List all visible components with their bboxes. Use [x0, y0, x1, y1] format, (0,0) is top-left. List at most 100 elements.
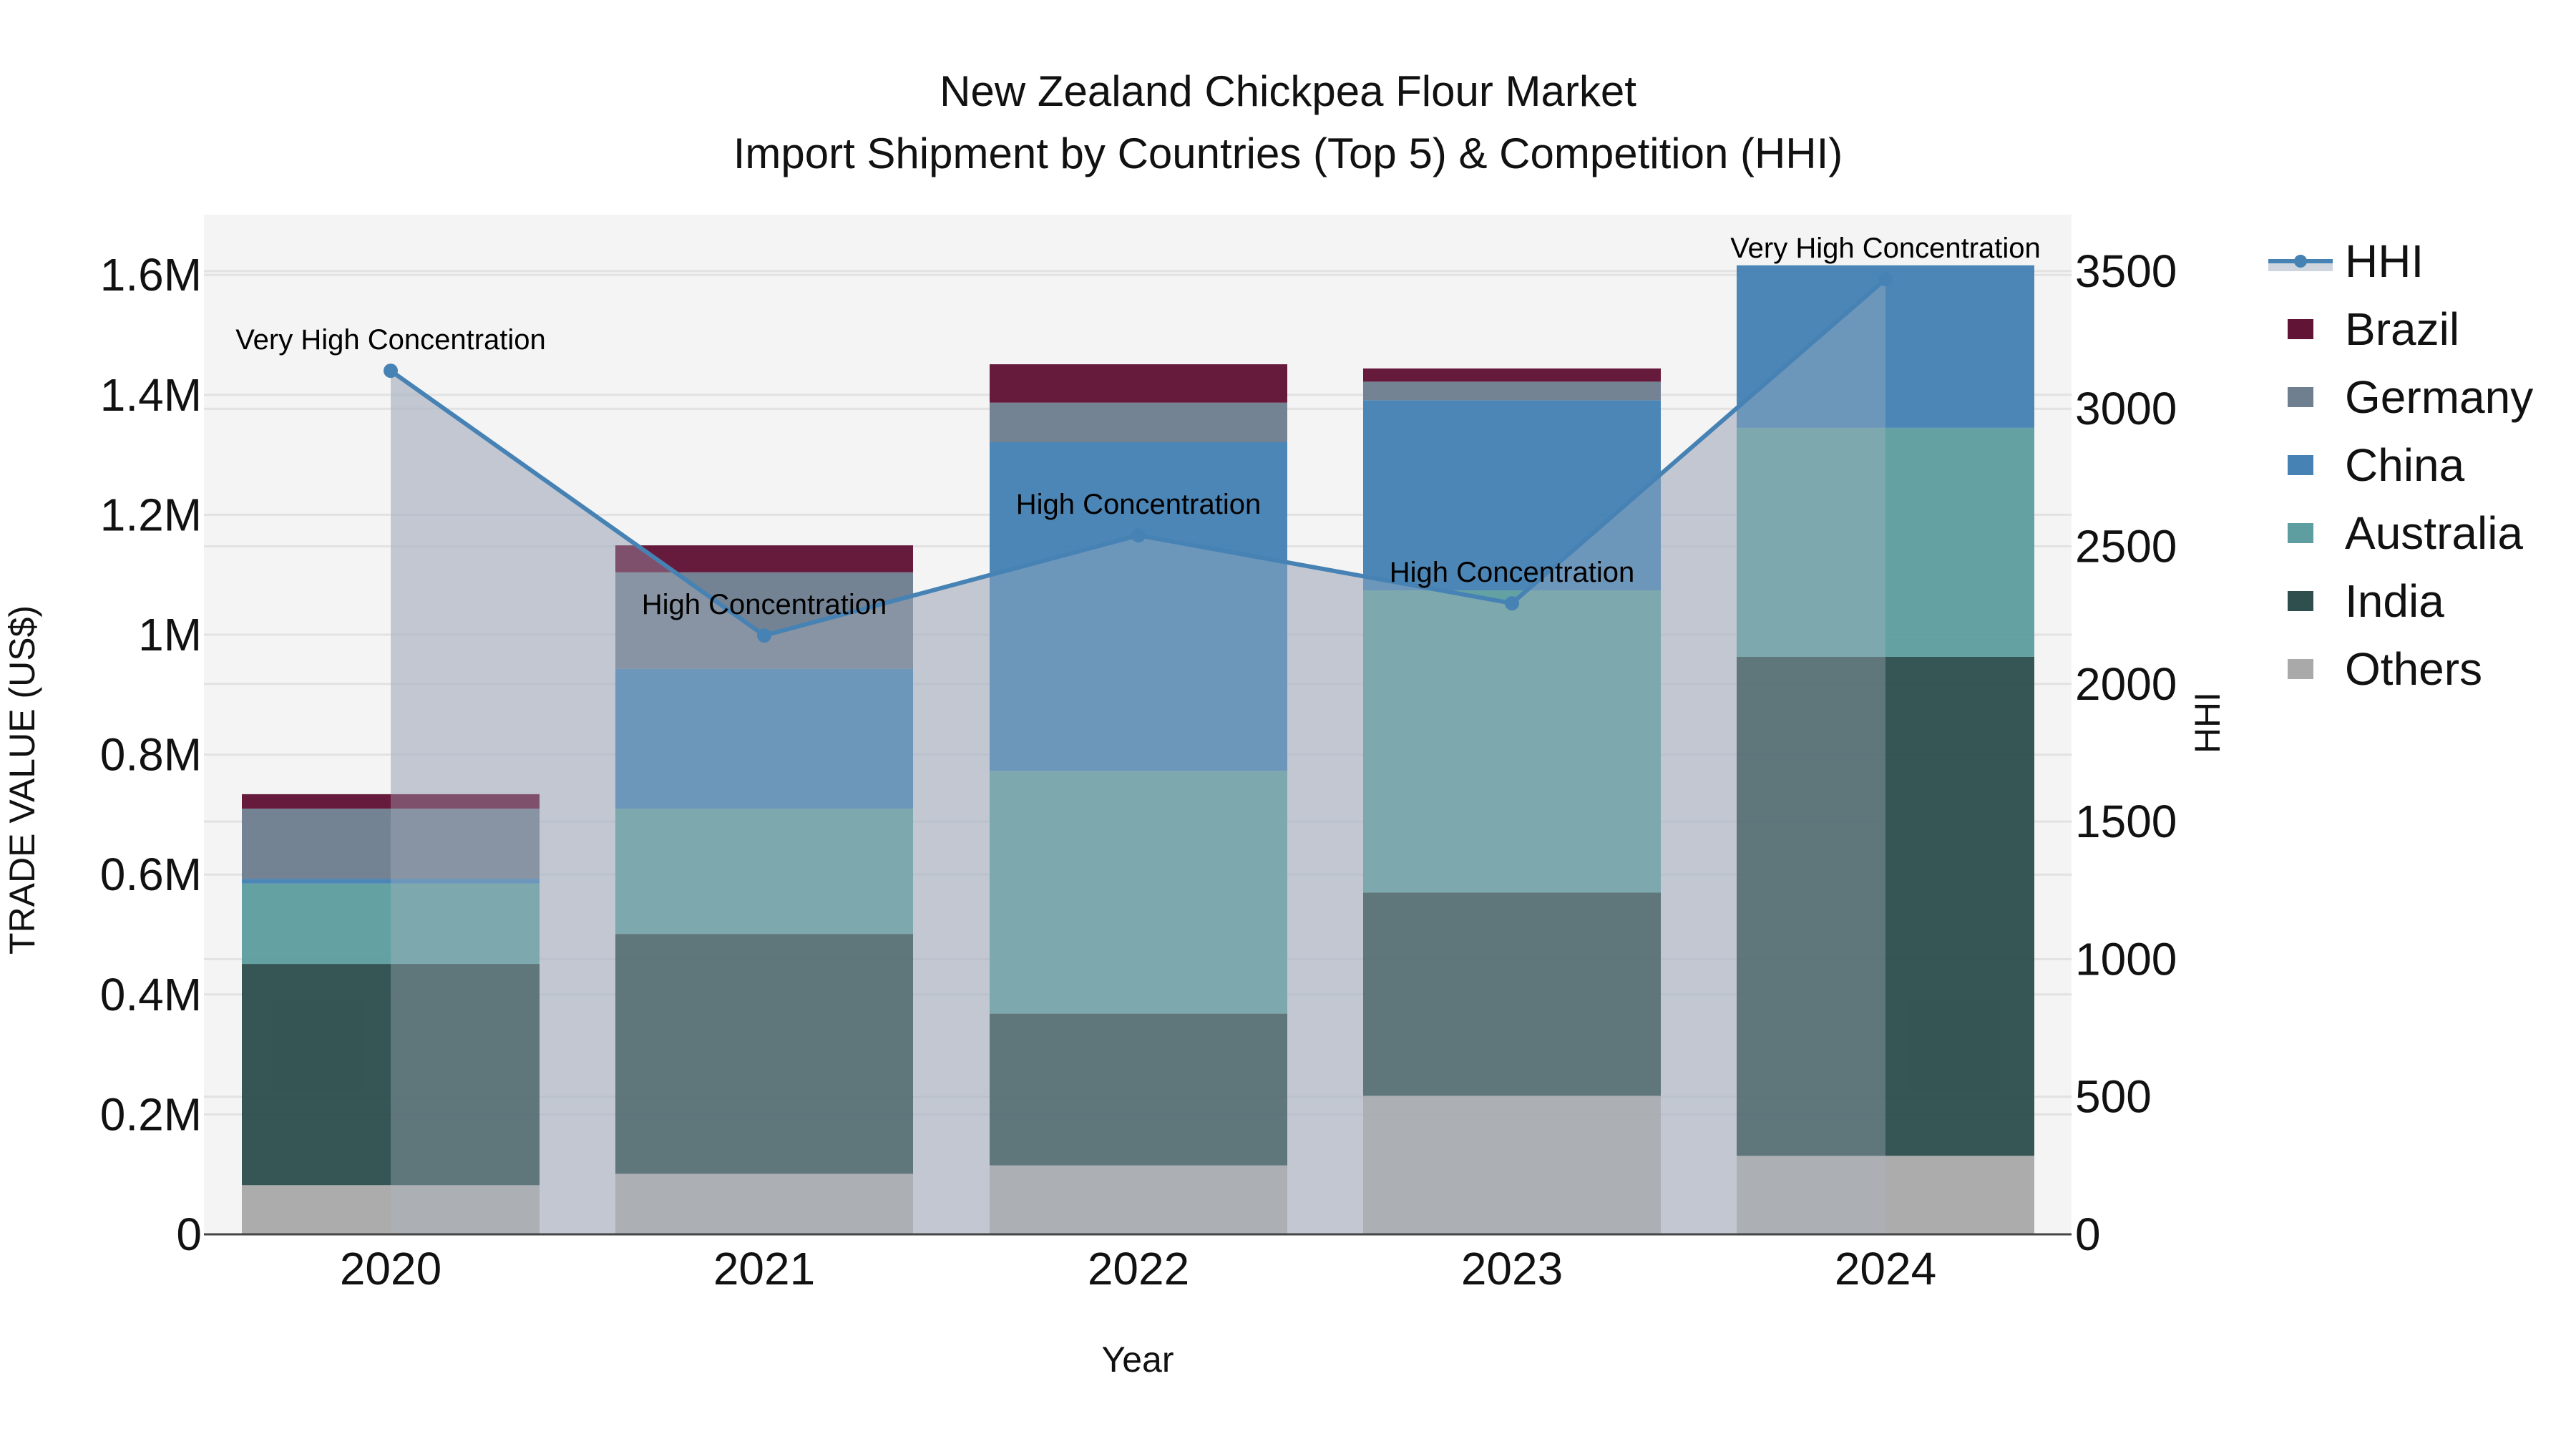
bar-segment-china[interactable] — [1363, 400, 1661, 590]
legend-item-china[interactable]: China — [2288, 439, 2465, 491]
bar-segment-others[interactable] — [1363, 1096, 1661, 1234]
bar-stack-2023 — [1363, 368, 1661, 1234]
legend-item-others[interactable]: Others — [2288, 643, 2482, 695]
bar-segment-china[interactable] — [615, 668, 913, 809]
y-right-tick-label: 2000 — [2075, 658, 2177, 710]
legend-item-australia[interactable]: Australia — [2288, 507, 2523, 559]
annotation-label: High Concentration — [1016, 489, 1261, 520]
bar-segment-germany[interactable] — [242, 809, 540, 879]
y-right-tick-label: 500 — [2075, 1071, 2152, 1123]
bar-segment-brazil[interactable] — [242, 794, 540, 809]
hhi-point[interactable] — [384, 364, 398, 379]
legend-swatch-icon — [2288, 387, 2313, 407]
bar-segment-india[interactable] — [1363, 892, 1661, 1096]
annotation-label: Very High Concentration — [235, 324, 546, 356]
y-left-tick-label: 0.6M — [100, 849, 202, 900]
bar-segment-others[interactable] — [615, 1174, 913, 1234]
legend-swatch-icon — [2288, 455, 2313, 475]
legend-item-india[interactable]: India — [2288, 575, 2444, 627]
hhi-area-overlay — [391, 279, 1885, 1234]
legend-swatch-icon — [2288, 659, 2313, 679]
y-left-tick-label: 0.8M — [100, 729, 202, 781]
chart-title-line1: New Zealand Chickpea Flour Market — [940, 67, 1636, 115]
bar-segment-australia[interactable] — [990, 771, 1287, 1014]
legend-label: Others — [2345, 643, 2482, 695]
legend-label: Brazil — [2345, 303, 2459, 355]
legend-label: Australia — [2345, 507, 2523, 559]
bar-segment-australia[interactable] — [1363, 590, 1661, 893]
chart-title-line2: Import Shipment by Countries (Top 5) & C… — [733, 130, 1843, 177]
x-tick-label: 2023 — [1461, 1243, 1563, 1294]
y-right-tick-label: 3000 — [2075, 383, 2177, 434]
legend-label: Germany — [2345, 371, 2533, 423]
bar-segment-china[interactable] — [1737, 265, 2034, 428]
legend-item-hhi[interactable]: HHI — [2268, 235, 2424, 287]
y-left-tick-label: 0.2M — [100, 1088, 202, 1140]
bar-segment-australia[interactable] — [242, 883, 540, 965]
legend-label: HHI — [2345, 235, 2424, 287]
bar-segment-germany[interactable] — [990, 402, 1287, 443]
legend-item-brazil[interactable]: Brazil — [2288, 303, 2459, 355]
bar-segment-india[interactable] — [615, 934, 913, 1174]
bar-segment-others[interactable] — [1737, 1156, 2034, 1234]
y-axis-right-ticks: 0 500 1000 1500 2000 2500 3000 3500 — [2075, 245, 2177, 1260]
bar-segment-brazil[interactable] — [1363, 368, 1661, 382]
bar-segment-australia[interactable] — [615, 809, 913, 935]
bar-stack-2024 — [1737, 265, 2034, 1234]
legend-swatch-icon — [2288, 591, 2313, 611]
legend-swatch-icon — [2288, 319, 2313, 339]
hhi-point[interactable] — [757, 628, 771, 643]
bar-segment-germany[interactable] — [615, 572, 913, 669]
bar-segment-others[interactable] — [242, 1185, 540, 1234]
hhi-point[interactable] — [1878, 272, 1893, 287]
bar-segment-china[interactable] — [242, 879, 540, 884]
bar-segment-brazil[interactable] — [990, 364, 1287, 403]
hhi-line — [384, 272, 1893, 643]
y-right-tick-label: 2500 — [2075, 521, 2177, 572]
hhi-point[interactable] — [1131, 528, 1146, 543]
x-tick-label: 2024 — [1835, 1243, 1936, 1294]
annotation-label: High Concentration — [1390, 557, 1634, 588]
annotations: Very High Concentration High Concentratio… — [235, 233, 2041, 620]
bar-segment-china[interactable] — [990, 442, 1287, 771]
x-tick-label: 2021 — [713, 1243, 815, 1294]
bar-segment-india[interactable] — [242, 964, 540, 1186]
annotation-label: High Concentration — [642, 589, 887, 620]
x-axis-title: Year — [1101, 1340, 1174, 1380]
bar-segment-germany[interactable] — [1363, 381, 1661, 401]
legend: HHI Brazil Germany China Australia India Other… — [2268, 235, 2533, 695]
y-left-tick-label: 0.4M — [100, 969, 202, 1020]
y-axis-left-title: TRADE VALUE (US$) — [2, 605, 42, 955]
legend-label: China — [2345, 439, 2465, 491]
bar-segment-australia[interactable] — [1737, 427, 2034, 658]
y-left-tick-label: 1.4M — [100, 369, 202, 421]
bar-stack-2020 — [242, 794, 540, 1234]
y-left-tick-label: 1M — [138, 609, 202, 660]
y-left-tick-label: 1.2M — [100, 489, 202, 540]
bar-segment-brazil[interactable] — [615, 545, 913, 572]
bar-segment-india[interactable] — [1737, 657, 2034, 1156]
x-axis-ticks: 2020 2021 2022 2023 2024 — [340, 1243, 1936, 1294]
legend-marker-icon — [2294, 255, 2307, 268]
bar-segment-others[interactable] — [990, 1165, 1287, 1234]
legend-label: India — [2345, 575, 2444, 627]
y-right-tick-label: 1500 — [2075, 796, 2177, 847]
y-left-tick-label: 0 — [176, 1209, 202, 1260]
x-tick-label: 2020 — [340, 1243, 441, 1294]
y-left-tick-label: 1.6M — [100, 249, 202, 301]
y-right-tick-label: 1000 — [2075, 933, 2177, 985]
y-axis-right-title: HHI — [2187, 692, 2228, 753]
y-right-tick-label: 3500 — [2075, 245, 2177, 297]
bar-stack-2021 — [615, 545, 913, 1234]
bar-stack-2022 — [990, 364, 1287, 1234]
legend-item-germany[interactable]: Germany — [2288, 371, 2533, 423]
bar-segment-india[interactable] — [990, 1013, 1287, 1166]
legend-swatch-icon — [2288, 523, 2313, 543]
x-tick-label: 2022 — [1088, 1243, 1189, 1294]
stacked-bars — [242, 265, 2034, 1234]
hhi-point[interactable] — [1505, 596, 1519, 611]
y-axis-left-ticks: 0 0.2M 0.4M 0.6M 0.8M 1M 1.2M 1.4M 1.6M — [100, 249, 202, 1260]
y-right-tick-label: 0 — [2075, 1209, 2101, 1260]
annotation-label: Very High Concentration — [1730, 233, 2041, 264]
